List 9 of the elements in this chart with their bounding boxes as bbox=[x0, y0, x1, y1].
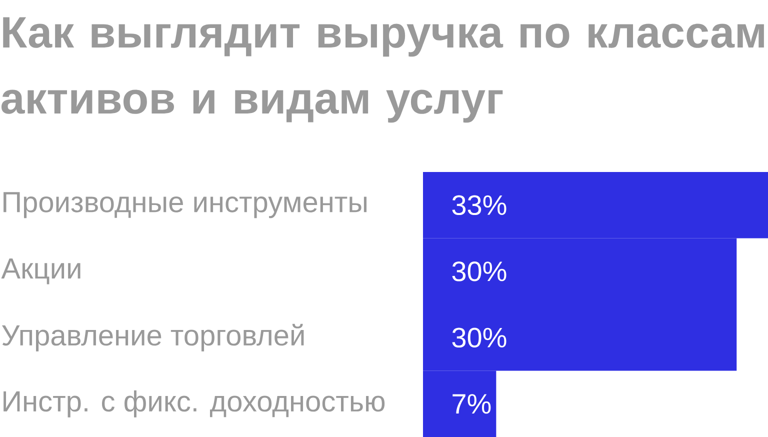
data-label: 33% bbox=[452, 195, 506, 216]
y-tick-label: Акции bbox=[1, 258, 80, 284]
chart-title: Как выглядит выручка по классам активов и видам услуг bbox=[1, 17, 764, 123]
data-label: 30% bbox=[452, 328, 506, 348]
y-tick-label: Производные инструменты bbox=[4, 192, 366, 218]
y-tick-label: Инстр. с фикс. доходностью bbox=[4, 390, 385, 418]
data-label: 7% bbox=[452, 394, 491, 414]
y-tick-label: Управление торговлей bbox=[2, 324, 304, 352]
data-label: 30% bbox=[452, 261, 506, 282]
